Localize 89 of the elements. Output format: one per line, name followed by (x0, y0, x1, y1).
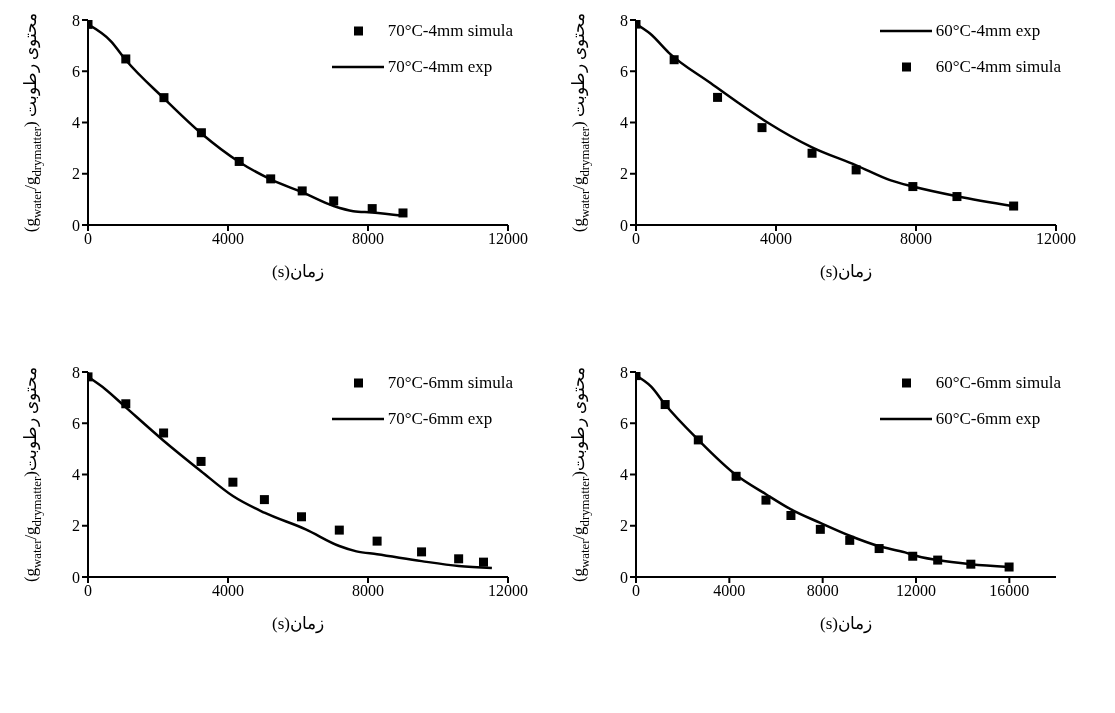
y-tick-label: 8 (72, 363, 80, 381)
point (196, 128, 206, 138)
x-tick-label: 4000 (713, 582, 746, 600)
point (908, 551, 918, 561)
x-tick-label: 8000 (352, 230, 384, 248)
y-tick-label: 2 (72, 165, 80, 183)
point (159, 428, 169, 438)
y-tick-label: 0 (620, 216, 628, 234)
point (121, 399, 131, 409)
x-tick-label: 12000 (1036, 230, 1076, 248)
y-tick-label: 8 (620, 363, 628, 381)
point (660, 400, 670, 410)
y-tick-label: 6 (620, 62, 628, 80)
x-tick-label: 0 (84, 582, 92, 600)
point (159, 93, 169, 103)
point (1004, 562, 1014, 572)
y-tick-label: 0 (72, 568, 80, 586)
x-axis-title: (s)زمان (820, 614, 872, 634)
point (297, 512, 306, 522)
point (693, 435, 703, 445)
point (845, 535, 855, 545)
point (669, 55, 679, 65)
x-tick-label: 0 (632, 582, 640, 600)
y-tick-label: 4 (620, 466, 628, 484)
x-tick-label: 8000 (900, 230, 932, 248)
point (786, 511, 796, 520)
y-tick-label: 4 (72, 114, 80, 132)
legend-label: 60°C-4mm simula (935, 57, 1061, 77)
y-tick-label: 2 (620, 517, 628, 535)
point (454, 554, 464, 564)
legend-label: 70°C-4mm simula (387, 21, 513, 41)
x-axis-title: (s)زمان (820, 262, 872, 282)
point (807, 148, 817, 158)
x-tick-label: 4000 (212, 582, 244, 600)
point (259, 495, 269, 505)
point (815, 524, 825, 534)
x-tick-label: 0 (84, 230, 92, 248)
legend-label: 60°C-6mm simula (935, 373, 1061, 393)
y-tick-label: 2 (620, 165, 628, 183)
point (713, 92, 723, 102)
point (121, 54, 131, 64)
point (329, 196, 339, 206)
point (297, 186, 307, 196)
legend-label: 60°C-6mm exp (935, 409, 1041, 429)
point (761, 495, 771, 505)
x-tick-label: 12000 (896, 582, 936, 600)
y-tick-label: 8 (72, 11, 80, 29)
legend-label: 70°C-4mm exp (387, 57, 493, 77)
point (196, 456, 206, 466)
point (908, 182, 918, 192)
point (966, 559, 976, 569)
x-tick-label: 8000 (352, 582, 384, 600)
y-tick-label: 6 (620, 414, 628, 432)
x-tick-label: 12000 (488, 230, 528, 248)
x-tick-label: 0 (632, 230, 640, 248)
point (228, 477, 238, 487)
point (731, 471, 741, 481)
point (1009, 201, 1019, 211)
point (398, 208, 408, 218)
point (234, 156, 244, 166)
x-tick-label: 16000 (989, 582, 1030, 600)
point (417, 547, 427, 557)
y-tick-label: 4 (620, 114, 628, 132)
point (874, 544, 884, 554)
point (851, 165, 861, 175)
x-tick-label: 8000 (806, 582, 839, 600)
x-tick-label: 4000 (212, 230, 244, 248)
point (266, 174, 276, 184)
x-tick-label: 4000 (760, 230, 792, 248)
y-tick-label: 0 (620, 568, 628, 586)
point (933, 555, 943, 565)
point (952, 192, 962, 202)
point (334, 525, 344, 535)
legend-label: 60°C-4mm exp (935, 21, 1041, 41)
y-tick-label: 4 (72, 466, 80, 484)
y-tick-label: 2 (72, 517, 80, 535)
x-axis-title: (s)زمان (272, 614, 324, 634)
y-tick-label: 6 (72, 62, 80, 80)
y-tick-label: 0 (72, 216, 80, 234)
legend-label: 70°C-6mm simula (387, 373, 513, 393)
y-tick-label: 6 (72, 414, 80, 432)
y-tick-label: 8 (620, 11, 628, 29)
x-axis-title: (s)زمان (272, 262, 324, 282)
point (372, 536, 382, 546)
legend-label: 70°C-6mm exp (387, 409, 493, 429)
point (757, 123, 767, 133)
point (479, 557, 488, 567)
point (367, 204, 377, 214)
x-tick-label: 12000 (488, 582, 528, 600)
